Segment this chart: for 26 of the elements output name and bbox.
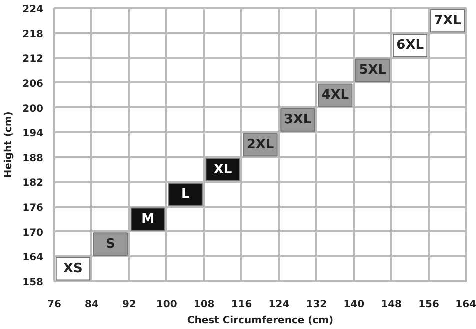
x-tick-label: 148 [381, 300, 402, 310]
x-tick-label: 116 [231, 300, 252, 310]
y-tick-label: 194 [22, 128, 44, 140]
x-tick-label: 84 [84, 300, 99, 310]
x-tick-label: 124 [268, 300, 290, 310]
y-tick-label: 224 [22, 4, 44, 16]
x-tick-label: 140 [344, 300, 365, 310]
y-tick-label: 158 [22, 278, 44, 288]
x-tick-label: 108 [194, 300, 215, 310]
x-tick-label: 156 [418, 300, 440, 310]
y-tick-label: 170 [22, 228, 44, 239]
x-tick-label: 132 [306, 300, 328, 310]
x-axis-title: Chest Circumference (cm) [187, 316, 334, 326]
y-tick-label: 200 [22, 104, 44, 115]
y-tick-label: 218 [22, 29, 44, 40]
y-tick-label: 212 [22, 54, 44, 66]
y-tick-label: 206 [22, 78, 44, 90]
y-tick-label: 164 [22, 252, 44, 264]
y-tick-label: 182 [22, 178, 44, 190]
y-axis-title: Height (cm) [4, 112, 15, 178]
x-tick-label: 92 [122, 300, 136, 310]
y-tick-label: 176 [22, 203, 44, 214]
y-tick-label: 188 [22, 153, 44, 164]
x-tick-label: 100 [156, 300, 178, 310]
x-tick-label: 164 [456, 300, 476, 310]
x-tick-label: 76 [48, 300, 62, 310]
